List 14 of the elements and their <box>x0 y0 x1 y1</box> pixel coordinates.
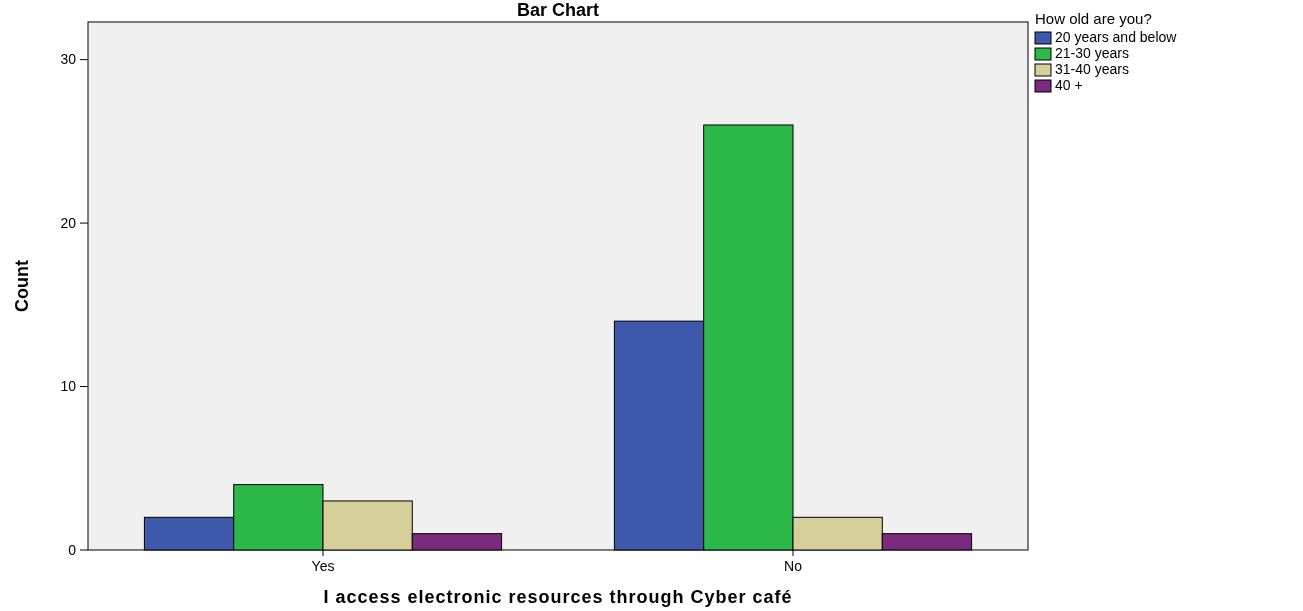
y-tick-label: 30 <box>60 51 77 68</box>
x-tick-label: Yes <box>311 558 335 574</box>
x-tick-label: No <box>784 558 803 574</box>
legend-title: How old are you? <box>1035 10 1152 27</box>
y-tick-label: 0 <box>68 541 77 558</box>
legend-label: 21-30 years <box>1055 45 1129 61</box>
legend-label: 20 years and below <box>1055 29 1178 45</box>
legend-label: 31-40 years <box>1055 61 1129 77</box>
y-axis-title: Count <box>12 260 32 312</box>
y-tick-label: 10 <box>60 378 77 395</box>
legend-label: 40 + <box>1055 77 1083 93</box>
y-tick-label: 20 <box>60 214 77 231</box>
x-axis-title: I access electronic resources through Cyber café <box>323 587 793 607</box>
chart-title: Bar Chart <box>516 0 600 20</box>
